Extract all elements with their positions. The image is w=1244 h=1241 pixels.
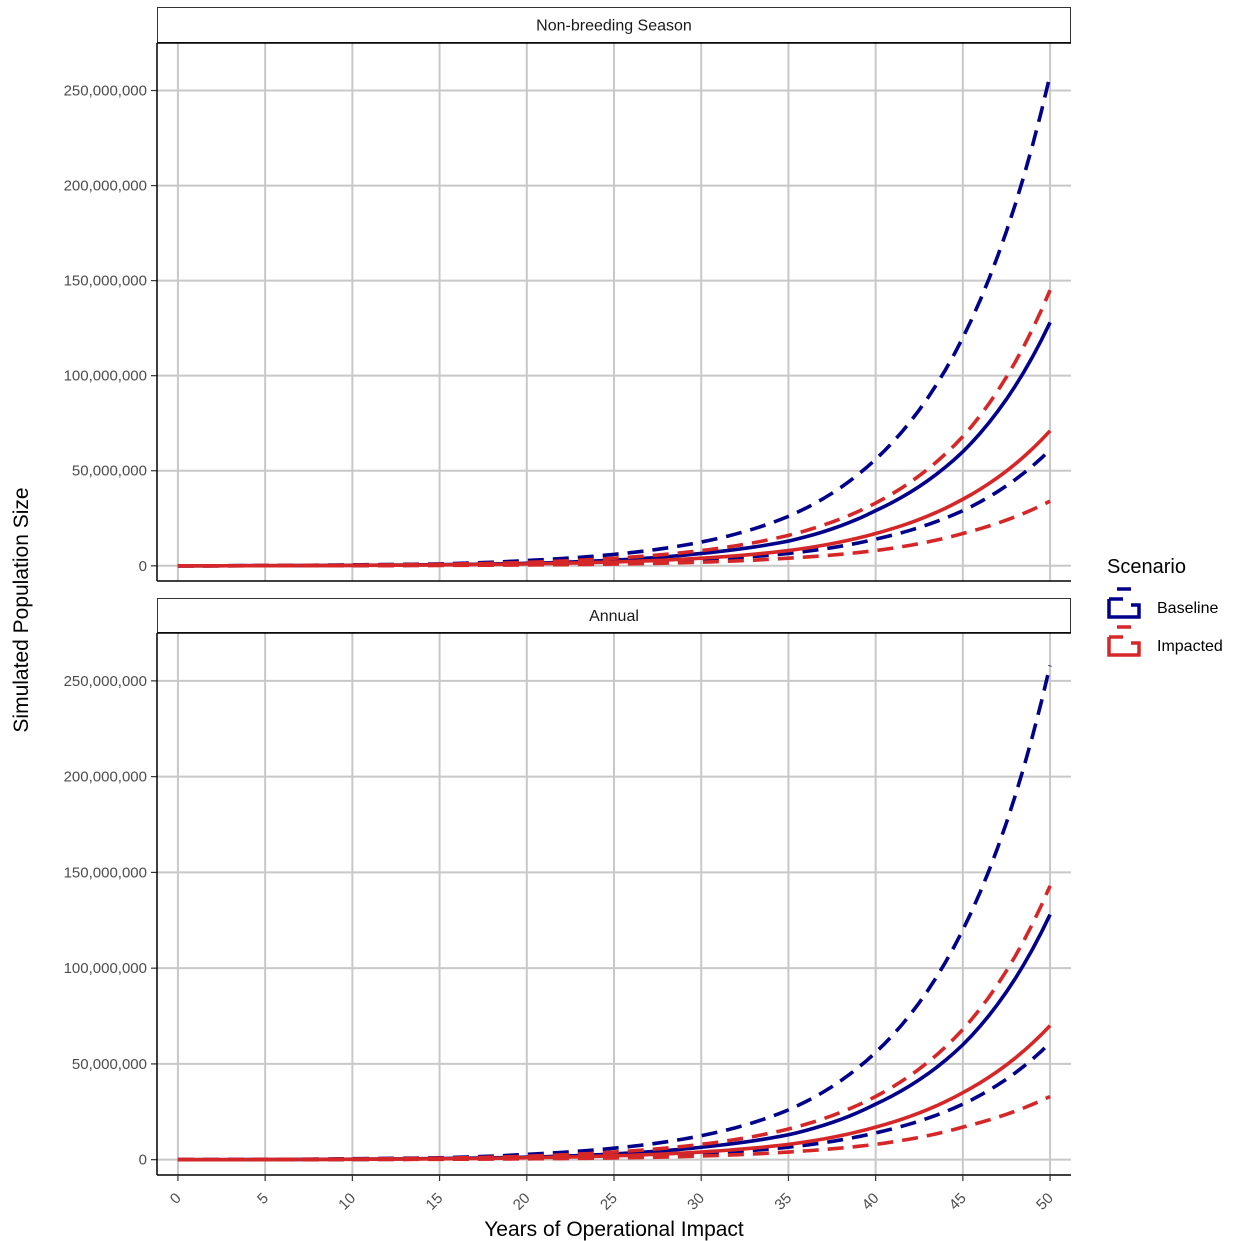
series-line-baseline-upper bbox=[177, 665, 1052, 1162]
legend: Scenario Baseline Impacted bbox=[1107, 556, 1223, 657]
legend-key-shape bbox=[1107, 599, 1141, 619]
y-tick-label: 250,000,000 bbox=[64, 83, 147, 100]
x-tick-label: 30 bbox=[684, 1190, 708, 1214]
y-tick-label: 150,000,000 bbox=[64, 864, 147, 881]
series-group bbox=[177, 665, 1052, 1162]
x-axis-title: Years of Operational Impact bbox=[484, 1218, 744, 1241]
x-tick-label: 45 bbox=[946, 1190, 970, 1214]
gridlines bbox=[157, 43, 1071, 581]
y-tick-label: 250,000,000 bbox=[64, 673, 147, 690]
series-line-impacted-mean bbox=[177, 1024, 1052, 1162]
panel-strip bbox=[157, 598, 1071, 633]
panels-layer: Non-breeding Season 0 50,000,000 100,000,00… bbox=[64, 7, 1071, 1176]
x-tick-label: 10 bbox=[335, 1190, 359, 1214]
x-tick-label: 15 bbox=[423, 1190, 447, 1214]
y-tick-label: 200,000,000 bbox=[64, 178, 147, 195]
series-line-impacted-mean bbox=[177, 429, 1052, 568]
legend-key-shape bbox=[1107, 637, 1141, 657]
y-tick-label: 50,000,000 bbox=[72, 1056, 147, 1073]
x-tick-label: 25 bbox=[597, 1190, 621, 1214]
series-line-impacted-upper bbox=[177, 885, 1052, 1162]
legend-key-impacted bbox=[1107, 625, 1141, 657]
panel-strip bbox=[157, 7, 1071, 43]
y-tick-label: 0 bbox=[139, 1152, 147, 1169]
legend-label-impacted: Impacted bbox=[1157, 638, 1223, 655]
panel-strip-label: Annual bbox=[589, 608, 639, 625]
series-group bbox=[177, 74, 1052, 568]
panel-strip-label: Non-breeding Season bbox=[536, 18, 692, 35]
series-line-impacted-lower bbox=[177, 1094, 1051, 1162]
panel-annual: Annual 0 50,000,000 100,000,000 150,000,000 2… bbox=[64, 598, 1071, 1176]
x-tick-label: 40 bbox=[859, 1190, 883, 1214]
x-tick-label: 20 bbox=[510, 1190, 534, 1214]
y-tick-label: 100,000,000 bbox=[64, 960, 147, 977]
y-tick-label: 150,000,000 bbox=[64, 273, 147, 290]
x-axis: 0 5 10 15 20 25 30 35 40 45 50 bbox=[167, 1175, 1057, 1214]
series-line-impacted-upper bbox=[177, 289, 1052, 568]
x-tick-label: 35 bbox=[771, 1190, 795, 1214]
x-tick-label: 0 bbox=[167, 1190, 185, 1208]
y-tick-label: 200,000,000 bbox=[64, 769, 147, 786]
series-line-impacted-lower bbox=[177, 499, 1051, 568]
y-axis-title: Simulated Population Size bbox=[10, 487, 33, 732]
legend-title: Scenario bbox=[1107, 556, 1186, 578]
panel-non-breeding-season: Non-breeding Season 0 50,000,000 100,000,00… bbox=[64, 7, 1071, 582]
legend-key-baseline bbox=[1107, 587, 1141, 619]
x-tick-label: 5 bbox=[254, 1190, 272, 1208]
series-line-baseline-upper bbox=[177, 74, 1052, 568]
gridlines bbox=[157, 633, 1071, 1175]
y-tick-label: 0 bbox=[139, 558, 147, 575]
legend-label-baseline: Baseline bbox=[1157, 600, 1218, 617]
x-tick-label: 50 bbox=[1033, 1190, 1057, 1214]
y-tick-label: 50,000,000 bbox=[72, 463, 147, 480]
y-tick-label: 100,000,000 bbox=[64, 368, 147, 385]
